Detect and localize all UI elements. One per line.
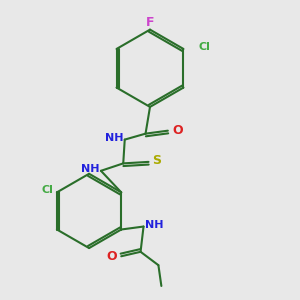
Text: NH: NH [145, 220, 164, 230]
Text: O: O [106, 250, 117, 263]
Text: NH: NH [81, 164, 100, 174]
Text: NH: NH [105, 133, 123, 143]
Text: Cl: Cl [41, 185, 53, 195]
Text: Cl: Cl [198, 43, 210, 52]
Text: O: O [172, 124, 183, 136]
Text: S: S [152, 154, 161, 167]
Text: F: F [146, 16, 154, 29]
